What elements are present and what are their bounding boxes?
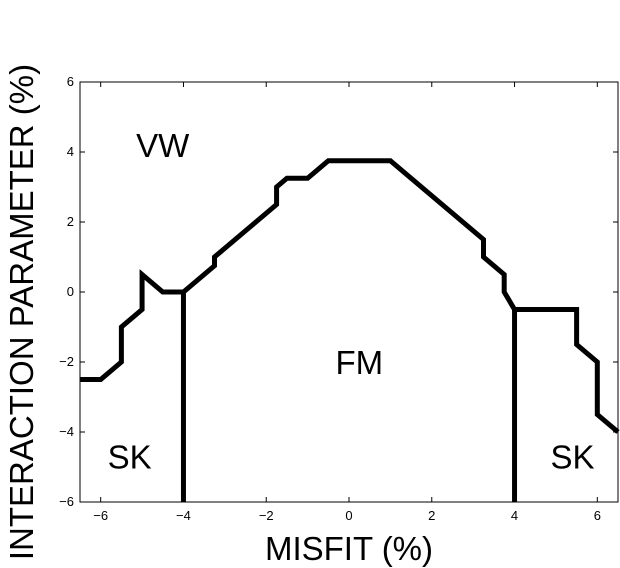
- y-tick-label: −6: [59, 494, 74, 509]
- x-tick-label: −6: [93, 508, 108, 523]
- y-tick-label: −2: [59, 354, 74, 369]
- x-tick-label: −2: [259, 508, 274, 523]
- y-tick-label: 2: [67, 214, 74, 229]
- region-label-fm: FM: [336, 344, 384, 381]
- axis-tick-labels: −6 −4 −2 0 2 4 6 −6 −4 −2 0 2 4 6: [59, 74, 601, 523]
- y-tick-label: 4: [67, 144, 74, 159]
- x-tick-label: −4: [176, 508, 191, 523]
- axis-ticks: [80, 81, 618, 503]
- boundary-lines: [80, 158, 620, 502]
- y-tick-label: 6: [67, 74, 74, 89]
- region-label-vw: VW: [136, 127, 190, 164]
- region-labels: VW FM SK SK: [108, 127, 595, 476]
- x-axis-title: MISFIT (%): [265, 530, 433, 567]
- region-label-sk: SK: [108, 439, 152, 476]
- upper-phase-boundary: [80, 158, 620, 434]
- y-tick-label: 0: [67, 284, 74, 299]
- x-tick-label: 4: [511, 508, 518, 523]
- region-label-sk: SK: [550, 439, 594, 476]
- x-tick-label: 2: [428, 508, 435, 523]
- x-tick-label: 6: [594, 508, 601, 523]
- x-tick-label: 0: [345, 508, 352, 523]
- y-axis-title: INTERACTION PARAMETER (%): [3, 64, 40, 560]
- y-tick-label: −4: [59, 424, 74, 439]
